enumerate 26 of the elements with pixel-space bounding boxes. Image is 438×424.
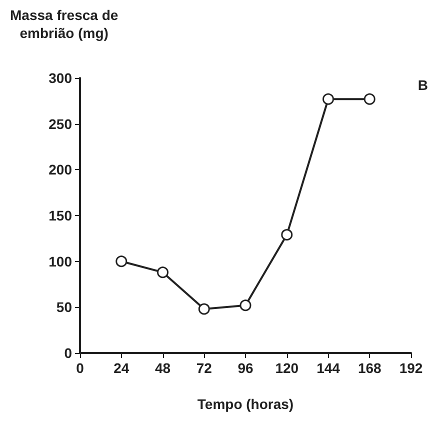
y-tick-label: 50 [56, 299, 72, 316]
y-tick-label: 150 [48, 208, 72, 224]
x-tick-label: 120 [275, 360, 299, 376]
y-tick-label: 0 [64, 345, 72, 361]
y-tick-label: 100 [48, 253, 72, 270]
y-axis-title: Massa fresca de embrião (mg) [10, 7, 118, 41]
x-axis-title: Tempo (horas) [197, 396, 294, 412]
point [240, 300, 252, 312]
x-tick-label: 168 [358, 360, 382, 376]
point [364, 93, 376, 105]
x-tick-label: 72 [196, 360, 212, 376]
y-tick-label: 200 [48, 162, 72, 178]
y-tick-label: 300 [48, 70, 72, 86]
x-tick-label: 48 [154, 360, 171, 376]
y-tick-label: 250 [48, 116, 72, 132]
x-tick-label: 0 [76, 360, 84, 376]
x-tick-label: 144 [316, 360, 340, 376]
point [322, 93, 334, 105]
point [281, 229, 293, 240]
point [157, 266, 168, 278]
point [116, 256, 128, 268]
point [198, 303, 210, 315]
x-tick-label: 192 [399, 360, 423, 376]
x-tick-label: 24 [114, 360, 130, 376]
text: B [418, 77, 428, 93]
x-tick-label: 96 [238, 360, 254, 376]
